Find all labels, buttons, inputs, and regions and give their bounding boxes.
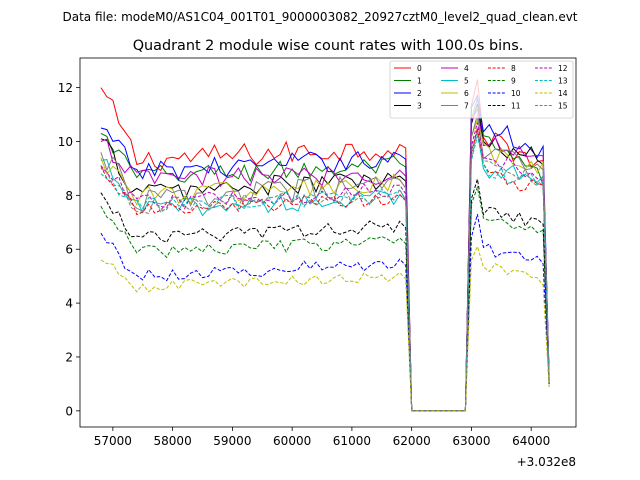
legend-label-13: 13	[558, 77, 568, 86]
legend-label-3: 3	[417, 102, 422, 111]
legend-label-6: 6	[464, 89, 469, 98]
series-line-8	[100, 127, 550, 412]
series-line-13	[100, 135, 550, 412]
plot-frame	[79, 57, 577, 428]
legend-label-0: 0	[417, 64, 422, 73]
legend-label-2: 2	[417, 89, 422, 98]
legend-label-14: 14	[558, 89, 568, 98]
x-tick-label: 57000	[94, 434, 132, 448]
legend-label-5: 5	[464, 77, 469, 86]
x-axis: 57000 58000 59000 60000 61000 62000 63000 64000	[94, 427, 550, 448]
x-tick-label: 59000	[213, 434, 251, 448]
legend-label-1: 1	[417, 77, 422, 86]
y-tick-label: 0	[65, 404, 73, 418]
legend-label-8: 8	[511, 64, 516, 73]
legend-label-10: 10	[511, 89, 521, 98]
y-axis: 0 2 4 6 8 10 12	[58, 81, 80, 418]
series-line-11	[100, 179, 550, 412]
chart-suptitle: Data file: modeM0/AS1C04_001T01_90000030…	[62, 10, 577, 24]
legend-label-11: 11	[511, 102, 521, 111]
series-line-12	[100, 122, 550, 412]
series-line-7	[100, 114, 550, 412]
series-line-10	[100, 214, 550, 412]
series-line-9	[100, 185, 550, 412]
series-lines	[100, 79, 550, 412]
legend-frame	[389, 60, 574, 119]
x-tick-label: 64000	[512, 434, 550, 448]
y-tick-label: 4	[65, 297, 73, 311]
x-offset-label: +3.032e8	[517, 455, 576, 469]
x-tick-label: 60000	[273, 434, 311, 448]
y-tick-label: 12	[58, 81, 73, 95]
series-line-6	[100, 118, 550, 412]
x-tick-label: 63000	[452, 434, 490, 448]
legend-label-12: 12	[558, 64, 568, 73]
y-tick-label: 10	[58, 135, 73, 149]
legend-label-9: 9	[511, 77, 516, 86]
x-tick-label: 61000	[333, 434, 371, 448]
y-tick-label: 6	[65, 243, 73, 257]
chart-title: Quadrant 2 module wise count rates with …	[133, 38, 524, 54]
x-tick-label: 58000	[154, 434, 192, 448]
series-line-14	[100, 245, 550, 412]
y-tick-label: 2	[65, 350, 73, 364]
legend-label-7: 7	[464, 102, 469, 111]
series-line-15	[100, 133, 550, 412]
legend-label-4: 4	[464, 64, 469, 73]
legend-label-15: 15	[558, 102, 568, 111]
x-tick-label: 62000	[393, 434, 431, 448]
plot-area	[80, 58, 576, 427]
y-tick-label: 8	[65, 189, 73, 203]
